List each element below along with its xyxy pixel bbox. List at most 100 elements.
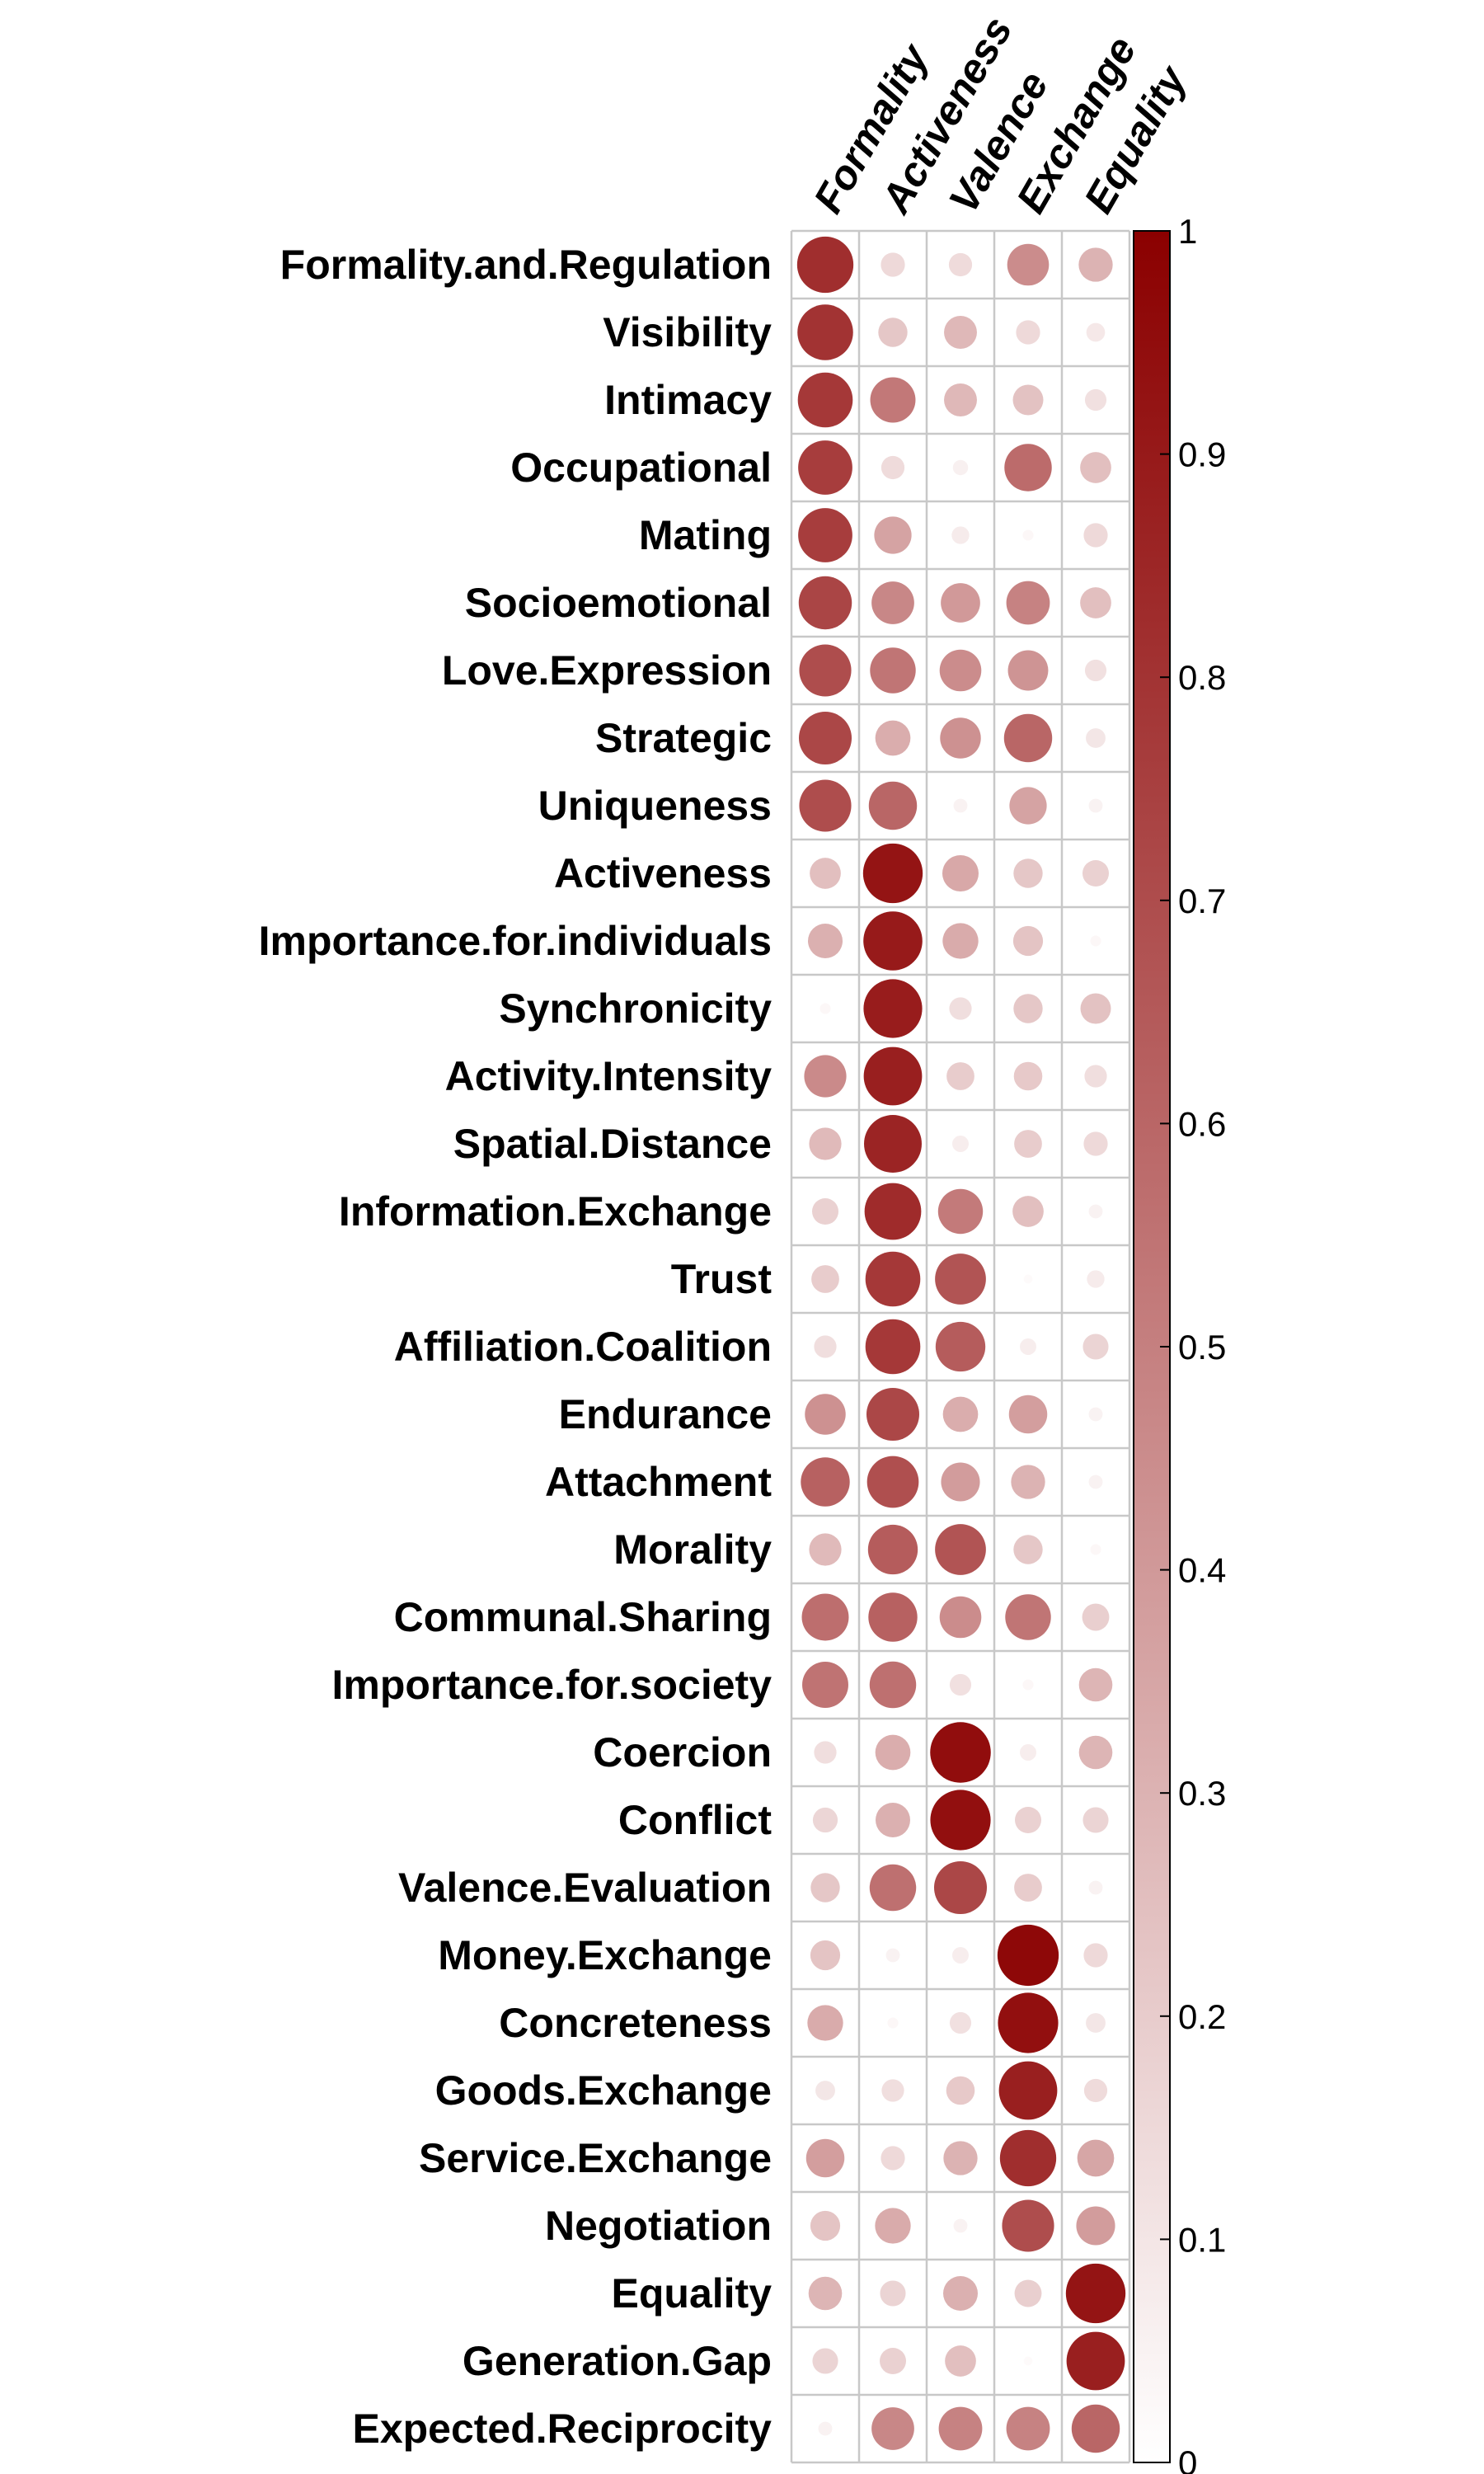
corr-circle-activeness-exchange: [1013, 858, 1043, 888]
corr-circle-money-exchange-valence: [952, 1947, 969, 1964]
corr-circle-communal-sharing-equality: [1082, 1603, 1110, 1631]
corr-circle-service-exchange-activeness: [881, 2146, 905, 2171]
corr-circle-activeness-equality: [1082, 860, 1109, 887]
corr-circle-conflict-formality: [812, 1807, 838, 1833]
corr-circle-importance-for-individuals-formality: [808, 924, 843, 958]
corr-circle-spatial-distance-exchange: [1014, 1130, 1042, 1158]
corr-circle-information-exchange-valence: [937, 1188, 984, 1235]
corr-circle-morality-formality: [809, 1533, 842, 1566]
colorbar-tick-label: 0.8: [1178, 658, 1226, 697]
corr-circle-information-exchange-activeness: [864, 1183, 922, 1240]
corr-circle-synchronicity-formality: [819, 1003, 831, 1014]
colorbar-tick-label: 0: [1178, 2443, 1197, 2474]
corr-circle-intimacy-formality: [797, 372, 853, 428]
colorbar-tick-label: 1: [1178, 212, 1197, 251]
row-label: Uniqueness: [538, 783, 772, 829]
corr-circle-activeness-formality: [810, 858, 841, 889]
corr-circle-affiliation-coalition-formality: [814, 1335, 837, 1358]
row-label: Occupational: [510, 444, 772, 491]
corr-circle-concreteness-formality: [807, 2005, 843, 2041]
corr-circle-communal-sharing-exchange: [1005, 1594, 1051, 1640]
corr-circle-intimacy-activeness: [870, 377, 916, 423]
corr-circle-expected-reciprocity-exchange: [1006, 2406, 1050, 2451]
colorbar-tick-label: 0.4: [1178, 1551, 1226, 1590]
row-label: Affiliation.Coalition: [394, 1324, 772, 1370]
corr-circle-formality-and-regulation-formality: [796, 236, 854, 294]
corr-circle-strategic-formality: [798, 711, 852, 765]
corr-circle-love-expression-formality: [799, 644, 852, 697]
corr-circle-information-exchange-equality: [1088, 1204, 1103, 1219]
corr-circle-mating-equality: [1083, 523, 1108, 548]
corr-circle-attachment-formality: [801, 1457, 850, 1507]
corr-circle-equality-exchange: [1014, 2279, 1042, 2307]
row-label: Negotiation: [545, 2203, 772, 2249]
corr-circle-goods-exchange-exchange: [998, 2061, 1058, 2120]
corr-circle-morality-equality: [1090, 1544, 1101, 1555]
row-label: Equality: [612, 2270, 773, 2316]
corr-circle-expected-reciprocity-valence: [938, 2406, 983, 2451]
corr-circle-conflict-equality: [1082, 1807, 1109, 1833]
corr-circle-uniqueness-activeness: [868, 781, 918, 830]
corr-circle-mating-exchange: [1022, 529, 1034, 541]
corr-circle-synchronicity-equality: [1080, 993, 1111, 1024]
corr-circle-attachment-valence: [941, 1462, 980, 1502]
corr-circle-formality-and-regulation-exchange: [1007, 243, 1050, 286]
corr-circle-morality-valence: [935, 1524, 986, 1575]
corr-circle-expected-reciprocity-activeness: [871, 2407, 914, 2450]
corr-circle-socioemotional-activeness: [871, 581, 914, 624]
corr-circle-activity-intensity-valence: [946, 1062, 974, 1090]
corr-circle-love-expression-equality: [1084, 659, 1107, 682]
row-label: Morality: [613, 1526, 772, 1573]
corr-circle-formality-and-regulation-valence: [948, 252, 973, 277]
corr-circle-importance-for-individuals-valence: [942, 923, 979, 959]
row-label: Intimacy: [604, 377, 772, 423]
corr-circle-coercion-activeness: [875, 1734, 911, 1771]
corr-circle-occupational-exchange: [1004, 444, 1052, 492]
row-label: Expected.Reciprocity: [352, 2406, 772, 2452]
corr-circle-uniqueness-formality: [799, 779, 852, 832]
circles: [796, 236, 1126, 2453]
corr-circle-coercion-formality: [814, 1741, 837, 1764]
corr-circle-valence-evaluation-equality: [1088, 1880, 1103, 1895]
corr-circle-mating-activeness: [874, 516, 912, 554]
corr-circle-negotiation-valence: [953, 2218, 968, 2233]
corr-circle-socioemotional-valence: [941, 583, 980, 623]
corr-circle-trust-valence: [935, 1253, 986, 1305]
corr-circle-equality-valence: [943, 2276, 978, 2311]
corr-circle-goods-exchange-valence: [946, 2076, 975, 2105]
corr-circle-money-exchange-exchange: [997, 1924, 1059, 1987]
corr-circle-activeness-valence: [942, 855, 979, 891]
corr-circle-trust-formality: [811, 1265, 839, 1293]
corr-circle-valence-evaluation-formality: [810, 1873, 840, 1903]
corr-circle-spatial-distance-equality: [1083, 1131, 1108, 1156]
corr-circle-socioemotional-exchange: [1006, 581, 1050, 625]
corr-circle-strategic-valence: [940, 717, 981, 759]
corr-circle-conflict-activeness: [876, 1803, 910, 1837]
row-label: Communal.Sharing: [394, 1594, 772, 1640]
row-label: Synchronicity: [499, 985, 772, 1032]
corr-circle-synchronicity-activeness: [863, 979, 923, 1038]
corr-circle-communal-sharing-valence: [939, 1596, 982, 1639]
corr-circle-intimacy-valence: [944, 383, 977, 416]
corr-circle-goods-exchange-equality: [1083, 2078, 1108, 2103]
corr-circle-concreteness-equality: [1086, 2013, 1106, 2033]
corr-circle-morality-activeness: [867, 1524, 918, 1575]
row-label: Goods.Exchange: [435, 2067, 772, 2114]
row-label: Trust: [671, 1256, 773, 1302]
corr-circle-uniqueness-valence: [953, 798, 968, 813]
corr-circle-service-exchange-exchange: [999, 2129, 1057, 2187]
corr-circle-activity-intensity-formality: [804, 1055, 847, 1098]
row-label: Endurance: [559, 1391, 772, 1437]
corr-circle-money-exchange-equality: [1083, 1943, 1108, 1968]
corr-circle-attachment-activeness: [866, 1456, 919, 1508]
corr-circle-conflict-valence: [930, 1790, 991, 1851]
corr-circle-love-expression-activeness: [870, 647, 916, 694]
corr-circle-communal-sharing-formality: [801, 1593, 849, 1641]
row-label: Service.Exchange: [419, 2135, 772, 2181]
corr-circle-visibility-formality: [797, 304, 853, 360]
corr-circle-service-exchange-formality: [805, 2138, 845, 2178]
row-label: Formality.and.Regulation: [280, 242, 772, 288]
corr-circle-activity-intensity-exchange: [1013, 1061, 1043, 1091]
